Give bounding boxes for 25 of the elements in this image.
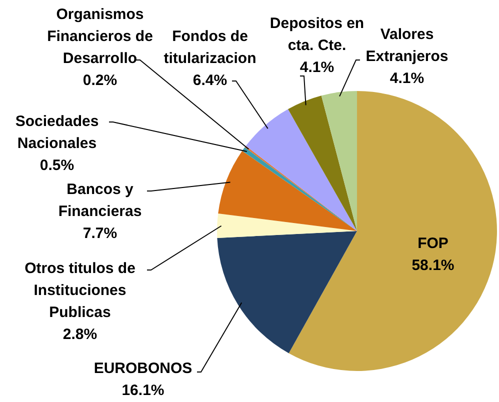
data-label: 0.5% — [40, 157, 74, 174]
slice-label: Organismos Financieros de Desarrollo — [47, 6, 153, 67]
slice-label: Sociedades Nacionales — [15, 113, 99, 152]
pie-slice — [321, 91, 357, 231]
pie-slice — [246, 109, 357, 231]
pie-slice — [288, 91, 497, 371]
data-label: 16.1% — [122, 382, 164, 399]
slice-label: Bancos y Financieras — [58, 181, 142, 220]
pie-slice — [217, 213, 357, 238]
slice-label: Depositos en cta. Cte. — [270, 15, 364, 54]
data-label: 6.4% — [192, 72, 228, 89]
data-label: 2.8% — [62, 326, 98, 343]
data-label: 7.7% — [82, 225, 118, 242]
pie-slice — [217, 231, 357, 354]
data-label: 4.1% — [390, 70, 424, 87]
data-label: 58.1% — [412, 257, 454, 274]
data-label: 4.1% — [300, 59, 334, 76]
slice-label: Otros titulos de Instituciones Publicas — [24, 260, 136, 321]
pie-slice — [288, 96, 357, 231]
slice-label: FOP — [418, 235, 448, 252]
data-label: 0.2% — [82, 72, 118, 89]
slice-label: Fondos de titularizacion — [164, 28, 256, 67]
slice-label: EUROBONOS — [94, 360, 192, 377]
pie-slice — [218, 150, 357, 231]
slice-label: Valores Extranjeros — [366, 26, 448, 65]
